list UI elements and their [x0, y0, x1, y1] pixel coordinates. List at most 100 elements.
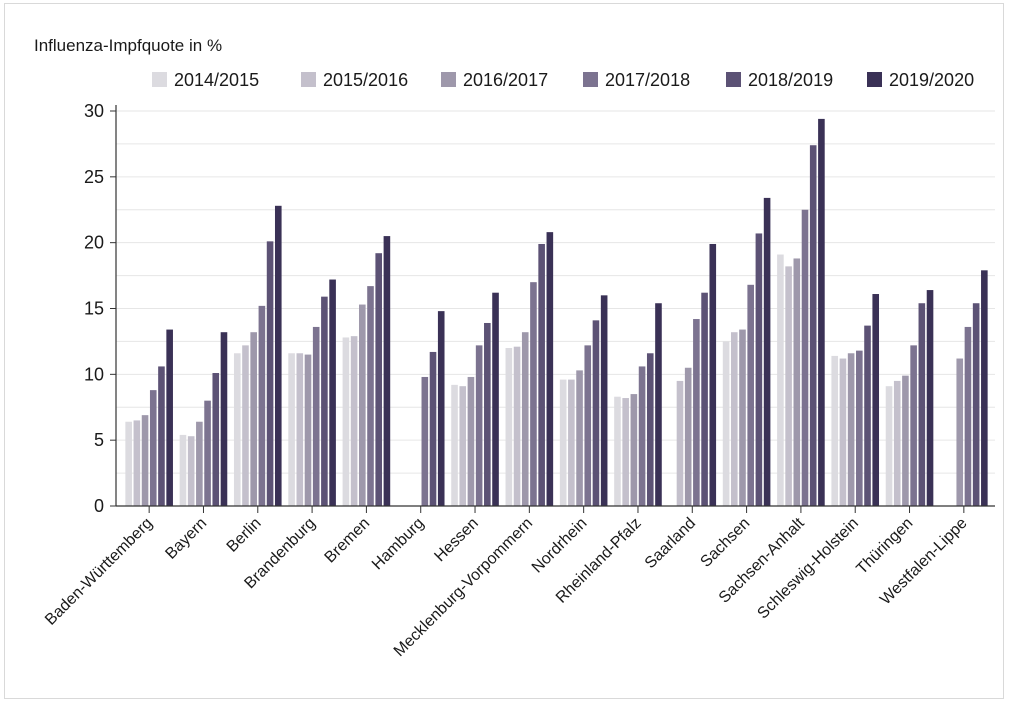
bar	[755, 233, 763, 506]
y-tick-labels: 0 5 10 15 20 25 30	[84, 101, 116, 516]
bar	[546, 232, 554, 506]
legend-swatch	[441, 72, 456, 87]
legend-swatch	[301, 72, 316, 87]
bar	[872, 294, 880, 506]
bar	[701, 292, 708, 506]
x-tick-label: Berlin	[224, 515, 265, 556]
y-axis-title: Influenza-Impfquote in %	[34, 36, 222, 55]
legend-label: 2015/2016	[323, 70, 408, 90]
bar	[709, 243, 717, 506]
bar	[592, 320, 600, 506]
y-tick-label: 0	[94, 496, 104, 516]
bar	[926, 290, 934, 506]
bar	[233, 353, 241, 506]
x-tick-label: Baden-Württemberg	[42, 515, 156, 629]
bar	[638, 366, 646, 506]
x-tick-label: Saarland	[642, 515, 699, 572]
bar	[630, 394, 638, 506]
bar	[777, 254, 784, 506]
x-tick-label: Sachsen	[697, 515, 753, 571]
bar	[847, 353, 855, 506]
y-tick-label: 15	[84, 299, 104, 319]
x-tick-label: Schleswig-Holstein	[754, 515, 862, 623]
bar	[187, 436, 195, 506]
bar	[559, 379, 567, 506]
bar	[981, 270, 988, 506]
bar	[676, 380, 684, 506]
bar	[530, 282, 537, 506]
bar	[179, 434, 187, 506]
bar	[513, 346, 521, 506]
bar	[722, 341, 730, 506]
bar	[910, 345, 917, 506]
bar	[274, 205, 282, 507]
legend-label: 2019/2020	[889, 70, 974, 90]
bar	[329, 279, 336, 506]
bar	[196, 421, 203, 506]
bar	[242, 345, 249, 506]
bar	[956, 358, 964, 506]
bar	[266, 241, 274, 506]
bar	[918, 303, 926, 506]
x-tick-label: Bayern	[162, 515, 210, 563]
bar	[584, 345, 592, 506]
bar	[250, 332, 257, 506]
bar	[785, 266, 792, 506]
bar	[856, 350, 863, 506]
bar	[739, 329, 746, 506]
bar	[367, 286, 374, 506]
legend-label: 2014/2015	[174, 70, 259, 90]
legend-swatch	[867, 72, 882, 87]
axes	[115, 105, 995, 507]
bar	[964, 326, 972, 506]
bar	[220, 332, 228, 506]
bar	[451, 384, 458, 506]
bar	[437, 311, 445, 506]
legend-swatch	[583, 72, 598, 87]
bar	[693, 319, 700, 506]
bar	[304, 354, 312, 506]
x-tick-label: Hessen	[431, 515, 481, 565]
bar	[149, 390, 157, 506]
bar	[350, 336, 358, 506]
bar	[684, 367, 692, 506]
bar	[809, 145, 817, 506]
bar	[885, 386, 893, 506]
legend-swatch	[152, 72, 167, 87]
x-tick-label: Bremen	[322, 515, 374, 567]
bar	[839, 358, 847, 506]
bar	[359, 304, 366, 506]
bar	[375, 253, 383, 506]
bar	[538, 243, 545, 506]
bar	[342, 337, 350, 506]
bar	[383, 236, 391, 507]
bar	[763, 197, 771, 506]
bar	[212, 373, 220, 506]
bar	[730, 332, 738, 506]
bar	[622, 398, 629, 506]
bar	[831, 355, 839, 506]
y-tick-label: 30	[84, 101, 104, 121]
legend-label: 2018/2019	[748, 70, 833, 90]
bar	[141, 415, 149, 506]
bar	[467, 376, 475, 506]
bar	[655, 303, 662, 506]
x-tick-label: Hamburg	[369, 515, 428, 574]
bar	[258, 305, 266, 506]
bar	[459, 386, 467, 506]
bar	[747, 284, 754, 506]
y-tick-label: 10	[84, 364, 104, 384]
legend-label: 2016/2017	[463, 70, 548, 90]
y-tick-label: 5	[94, 430, 104, 450]
bar	[166, 329, 173, 506]
bar	[288, 353, 295, 506]
bar	[893, 380, 901, 506]
bar	[972, 303, 980, 506]
bar	[521, 332, 529, 506]
bar	[421, 376, 429, 506]
bar	[576, 370, 583, 506]
bar	[864, 325, 871, 506]
legend-swatch	[726, 72, 741, 87]
bar	[614, 396, 621, 506]
